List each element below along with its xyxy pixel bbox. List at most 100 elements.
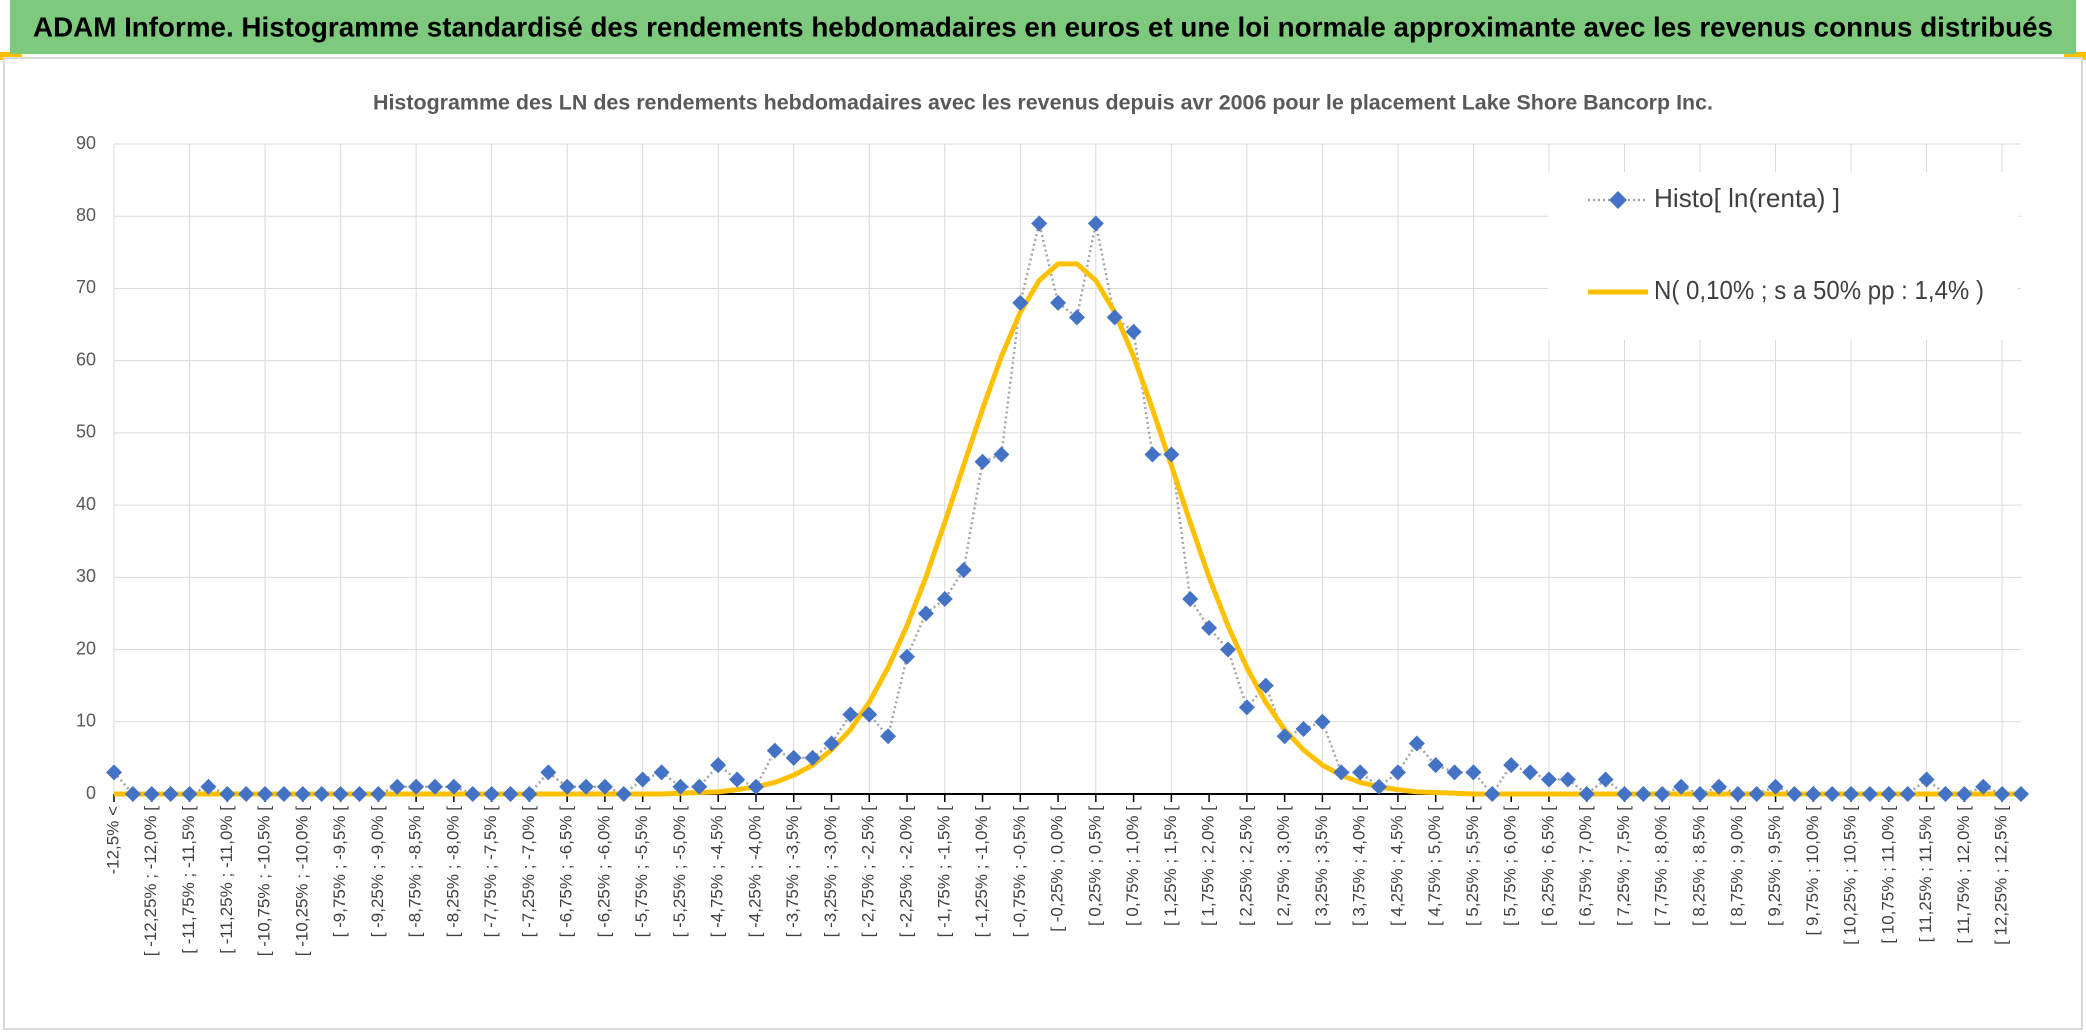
x-tick-label: [ 2,75% ; 3,0% [ <box>1274 806 1293 926</box>
x-tick-label: [ -1,75% ; -1,5% [ <box>934 806 953 938</box>
histo-point <box>1918 771 1935 788</box>
x-tick-label: [ -8,25% ; -8,0% [ <box>443 806 462 938</box>
histo-point <box>1465 764 1482 781</box>
x-tick-label: [ 12,25% ; 12,5% [ <box>1992 806 2011 945</box>
histo-point <box>1295 721 1312 737</box>
histo-point <box>219 786 236 802</box>
x-tick-label: [ 0,75% ; 1,0% [ <box>1123 806 1142 926</box>
histo-point <box>1861 786 1878 802</box>
x-tick-label: [ -10,25% ; -10,0% [ <box>292 806 311 957</box>
histo-point <box>1597 771 1614 788</box>
histo-point <box>823 735 840 752</box>
histo-point <box>1673 778 1690 795</box>
histo-point <box>445 778 462 795</box>
histo-point <box>1578 786 1595 802</box>
legend-label: Histo[ ln(renta) ] <box>1654 183 1840 213</box>
histo-point <box>521 786 538 802</box>
y-tick-label: 20 <box>76 638 96 658</box>
x-tick-label: [ 11,75% ; 12,0% [ <box>1954 806 1973 944</box>
histo-point <box>1843 786 1860 802</box>
x-tick-label: [ -11,75% ; -11,5% [ <box>179 806 198 954</box>
x-tick-label: [ 6,25% ; 6,5% [ <box>1538 806 1557 926</box>
y-tick-label: 70 <box>76 277 96 297</box>
x-tick-label: [ 4,25% ; 4,5% [ <box>1387 806 1406 926</box>
histo-point <box>1427 757 1444 774</box>
histo-point <box>313 786 330 802</box>
x-tick-label: [ -11,25% ; -11,0% [ <box>217 806 236 954</box>
histo-point <box>766 742 783 759</box>
x-tick-label: [ 8,25% ; 8,5% [ <box>1690 806 1709 926</box>
x-tick-label: [ -2,75% ; -2,5% [ <box>859 806 878 938</box>
histo-point <box>1710 778 1727 795</box>
histo-point <box>899 648 916 665</box>
histo-point <box>1654 786 1671 802</box>
histo-point <box>1522 764 1539 781</box>
histo-point <box>106 764 122 781</box>
histo-point <box>1956 786 1973 802</box>
histo-point <box>785 749 802 766</box>
histo-point <box>1805 786 1822 802</box>
histo-point <box>1748 786 1765 802</box>
histo-point <box>804 749 821 766</box>
x-tick-label: [ 10,25% ; 10,5% [ <box>1841 806 1860 945</box>
x-tick-label: [ 7,25% ; 7,5% [ <box>1614 806 1633 926</box>
histo-point <box>332 786 349 802</box>
x-tick-label: [ -6,75% ; -6,5% [ <box>557 806 576 938</box>
histo-point <box>1238 699 1255 716</box>
y-tick-label: 40 <box>76 494 96 514</box>
y-tick-label: 90 <box>76 133 96 153</box>
histo-point <box>1314 713 1331 730</box>
histo-point <box>275 786 292 802</box>
histo-point <box>200 778 217 795</box>
x-tick-label: [ 7,75% ; 8,0% [ <box>1652 806 1671 926</box>
histo-point <box>408 778 425 795</box>
histo-point <box>747 778 764 795</box>
histo-point <box>1408 735 1425 752</box>
histo-point <box>143 786 160 802</box>
x-tick-label: [ -2,25% ; -2,0% [ <box>896 806 915 938</box>
histo-point <box>1880 786 1897 802</box>
histo-point <box>1484 786 1501 802</box>
histo-point <box>238 786 255 802</box>
x-tick-label: [ -7,25% ; -7,0% [ <box>519 806 538 938</box>
histo-point <box>1692 786 1709 802</box>
x-tick-label: [ 5,25% ; 5,5% [ <box>1463 806 1482 926</box>
histo-point <box>1182 591 1199 607</box>
x-tick-label: [ 11,25% ; 11,5% [ <box>1916 806 1935 943</box>
x-tick-label: [ -9,25% ; -9,0% [ <box>368 806 387 938</box>
histo-point <box>370 786 387 802</box>
histo-point <box>1616 786 1633 802</box>
histo-point <box>559 778 576 795</box>
x-tick-label: [ -10,75% ; -10,5% [ <box>255 806 274 957</box>
histo-point <box>351 786 368 802</box>
legend-label: N( 0,10% ; s a 50% pp : 1,4% ) <box>1654 275 1984 305</box>
x-tick-label: [ 3,75% ; 4,0% [ <box>1350 806 1369 926</box>
histo-point <box>2013 786 2029 802</box>
histo-point <box>955 562 972 579</box>
histo-point <box>426 778 443 795</box>
y-tick-label: 50 <box>76 422 96 442</box>
histo-point <box>124 786 141 802</box>
histo-point <box>691 778 708 795</box>
x-tick-label: [ 8,75% ; 9,0% [ <box>1727 806 1746 926</box>
x-tick-label: [ -7,75% ; -7,5% [ <box>481 806 500 938</box>
histo-point <box>917 605 934 622</box>
histo-point <box>974 453 991 470</box>
x-tick-label: [ 4,75% ; 5,0% [ <box>1425 806 1444 926</box>
x-tick-label: [ -4,25% ; -4,0% [ <box>745 806 764 938</box>
histo-point <box>1352 764 1369 781</box>
histo-point <box>464 786 481 802</box>
x-tick-label: [ -0,25% ; 0,0% [ <box>1048 806 1067 932</box>
histo-point <box>1786 786 1803 802</box>
histo-point <box>1257 677 1274 694</box>
x-tick-label: [ -1,25% ; -1,0% [ <box>972 806 991 938</box>
histo-point <box>842 706 859 723</box>
histo-point <box>1389 764 1406 781</box>
x-tick-label: [ -5,75% ; -5,5% [ <box>632 806 651 938</box>
histo-point <box>729 771 746 788</box>
histo-point <box>993 446 1010 463</box>
histo-point <box>1824 786 1841 802</box>
histo-point <box>1729 786 1746 802</box>
histo-point <box>653 764 670 781</box>
